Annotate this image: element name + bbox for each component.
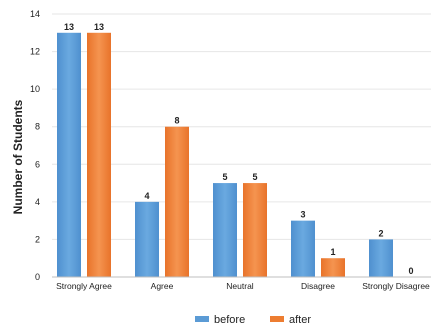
y-tick-label: 12 [30,47,40,57]
bar-before [369,239,393,277]
bar-after [321,258,345,277]
legend-swatch-before [195,316,209,322]
legend-label-before: before [214,314,245,326]
y-tick-label: 8 [35,122,40,132]
bar-before [213,183,237,277]
bar-after [243,183,267,277]
y-tick-label: 0 [35,272,40,282]
data-label-before: 5 [222,172,227,182]
data-label-before: 4 [144,191,149,201]
x-category-label: Agree [151,281,174,291]
y-tick-label: 2 [35,234,40,244]
data-label-before: 13 [64,22,74,32]
y-axis-label: Number of Students [11,99,25,214]
legend-label-after: after [289,314,311,326]
y-tick-label: 4 [35,197,40,207]
x-category-label: Strongly Agree [56,281,112,291]
y-tick-label: 6 [35,159,40,169]
data-label-after: 0 [408,266,413,276]
bar-after [87,33,111,277]
bar-before [57,33,81,277]
data-label-before: 3 [300,210,305,220]
y-tick-label: 10 [30,84,40,94]
y-axis-ticks: 0 2 4 6 8 10 12 14 [30,9,40,282]
x-category-label: Strongly Disagree [362,281,430,291]
bars: 13 13 4 8 5 5 3 1 2 0 [57,22,414,277]
x-category-label: Disagree [301,281,335,291]
bar-before [135,202,159,277]
legend-swatch-after [270,316,284,322]
bar-after [165,127,189,277]
data-label-after: 13 [94,22,104,32]
legend: before after [195,314,311,326]
bar-before [291,221,315,277]
y-tick-label: 14 [30,9,40,19]
data-label-after: 8 [174,116,179,126]
data-label-before: 2 [378,228,383,238]
x-axis-categories: Strongly Agree Agree Neutral Disagree Strong… [56,281,430,291]
data-label-after: 5 [252,172,257,182]
x-category-label: Neutral [226,281,254,291]
data-label-after: 1 [330,247,335,257]
